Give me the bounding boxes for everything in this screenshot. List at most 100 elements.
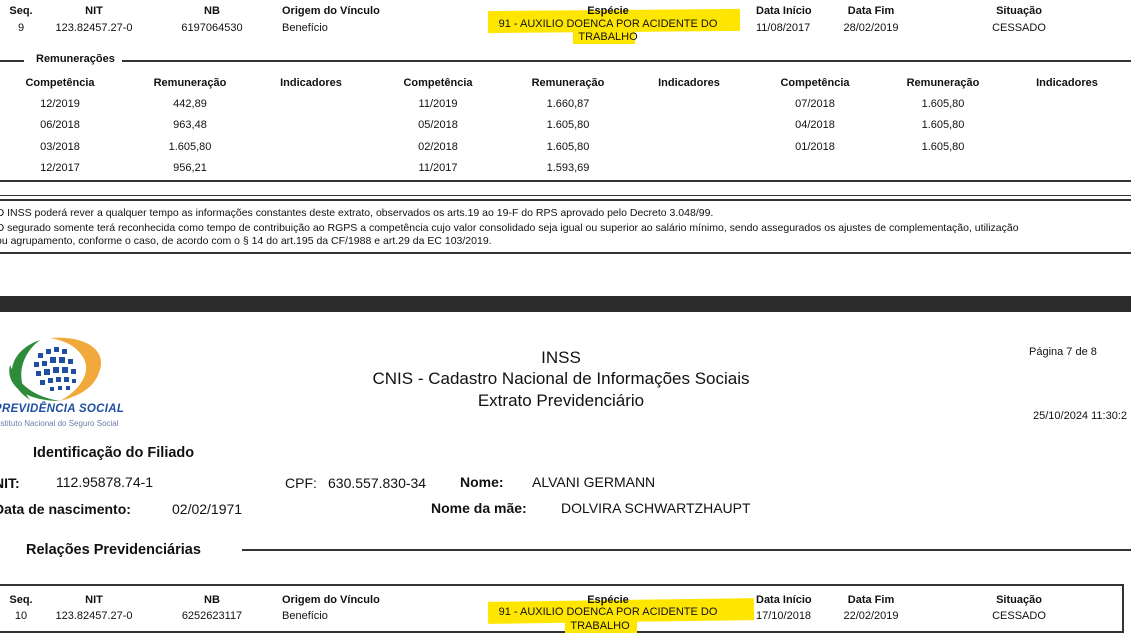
header-data-fim: Data Fim (847, 5, 895, 17)
note-1: O INSS poderá rever a qualquer tempo as … (0, 207, 714, 219)
header-data-inicio: Data Início (756, 594, 812, 606)
header-nb: NB (204, 594, 220, 606)
table-cell: 442,89 (173, 98, 207, 110)
table-cell: 01/2018 (795, 140, 835, 153)
table-cell: 06/2018 (40, 119, 80, 132)
nit-value: 123.82457.27-0 (55, 22, 133, 34)
column-header: Remuneração (153, 77, 227, 89)
table-cell: 07/2018 (795, 98, 835, 110)
column-header: Indicadores (658, 77, 720, 89)
table-cell: 04/2018 (795, 119, 835, 132)
column-header: Competência (403, 77, 473, 89)
nome-label: Nome: (460, 474, 504, 490)
table-cell: 1.605,80 (546, 119, 590, 132)
seq-value: 9 (17, 22, 25, 34)
column-header: Competência (780, 77, 850, 89)
nb-value: 6197064530 (181, 22, 243, 34)
header-seq: Seq. (9, 594, 33, 606)
header-especie: Espécie (587, 5, 629, 17)
header-situacao: Situação (996, 594, 1042, 606)
table-cell: 03/2018 (40, 140, 80, 153)
table-cell: 1.605,80 (921, 119, 965, 132)
cpf-label: CPF: (285, 475, 317, 491)
table-cell: 02/2018 (418, 140, 458, 153)
seq-value: 10 (14, 610, 28, 622)
header-nit: NIT (85, 594, 103, 606)
table-cell: 11/2019 (418, 98, 458, 110)
situacao-value: CESSADO (992, 22, 1046, 34)
header-seq: Seq. (9, 5, 33, 17)
mae-value: DOLVIRA SCHWARTZHAUPT (561, 500, 751, 516)
data-inicio-value: 11/08/2017 (756, 22, 811, 34)
notes-box (0, 199, 1131, 254)
especie-value-line1: 91 - AUXILIO DOENCA POR ACIDENTE DO (498, 606, 718, 618)
divider (122, 60, 1131, 62)
nome-value: ALVANI GERMANN (532, 474, 656, 490)
logo-emblem-icon (9, 337, 102, 401)
mae-label: Nome da mãe: (431, 500, 527, 516)
table-cell: 963,48 (173, 119, 207, 132)
nb-value: 6252623117 (181, 610, 243, 622)
header-title-inss: INSS (541, 348, 581, 367)
data-fim-value: 22/02/2019 (843, 610, 899, 622)
situacao-value: CESSADO (992, 610, 1046, 622)
record-box-10 (0, 584, 1124, 633)
header-origem: Origem do Vínculo (282, 5, 380, 17)
table-cell: 1.605,80 (921, 98, 965, 110)
generated-datetime: 25/10/2024 11:30:2 (1033, 410, 1127, 422)
logo-text: PREVIDÊNCIA SOCIAL (0, 403, 125, 415)
filiado-section-title: Identificação do Filiado (33, 445, 195, 461)
nascimento-value: 02/02/1971 (172, 501, 243, 517)
header-data-inicio: Data Início (756, 5, 812, 17)
header-title-cnis: CNIS - Cadastro Nacional de Informações … (372, 369, 750, 388)
column-header: Remuneração (531, 77, 605, 89)
table-cell: 1.605,80 (546, 140, 590, 153)
column-header: Competência (25, 77, 95, 89)
nit-label: NIT: (0, 475, 20, 491)
column-header: Indicadores (1036, 77, 1098, 89)
table-cell: 1.593,69 (546, 161, 590, 174)
cpf-value: 630.557.830-34 (328, 475, 427, 491)
especie-value-line2: TRABALHO (570, 620, 630, 632)
nascimento-label: Data de nascimento: (0, 501, 131, 517)
note-3: ou agrupamento, conforme o caso, de acor… (0, 235, 492, 247)
highlight (565, 619, 637, 633)
especie-value-line2: TRABALHO (578, 31, 638, 43)
page-number: Página 7 de 8 (1029, 346, 1097, 358)
table-cell: 1.605,80 (168, 140, 212, 153)
record-box-9 (0, 0, 1131, 182)
table-cell: 1.660,87 (546, 98, 590, 110)
logo-subtext: Instituto Nacional do Seguro Social (0, 419, 119, 428)
header-title-extrato: Extrato Previdenciário (477, 391, 645, 410)
header-situacao: Situação (996, 5, 1042, 17)
table-cell: 05/2018 (418, 119, 458, 132)
table-cell: 956,21 (173, 161, 207, 174)
nit-value: 123.82457.27-0 (55, 610, 133, 622)
header-data-fim: Data Fim (847, 594, 895, 606)
data-fim-value: 28/02/2019 (843, 22, 899, 34)
divider (0, 60, 24, 62)
page-separator (0, 296, 1131, 312)
note-2: O segurado somente terá reconhecida como… (0, 222, 1019, 234)
highlight (573, 30, 635, 44)
column-header: Indicadores (280, 77, 342, 89)
origem-value: Benefício (282, 22, 328, 34)
table-cell: 1.605,80 (921, 140, 965, 153)
table-cell: 12/2019 (40, 98, 80, 110)
divider (242, 549, 1131, 551)
table-cell: 11/2017 (418, 161, 458, 174)
previdencia-logo: PREVIDÊNCIA SOCIAL Instituto Nacional do… (0, 335, 130, 435)
relacoes-title: Relações Previdenciárias (26, 542, 201, 558)
column-header: Remuneração (906, 77, 980, 89)
nit-value: 112.95878.74-1 (56, 474, 154, 490)
divider (0, 195, 1131, 196)
header-nb: NB (204, 5, 220, 17)
header-nit: NIT (85, 5, 103, 17)
header-origem: Origem do Vínculo (282, 594, 380, 606)
table-cell: 12/2017 (40, 161, 80, 174)
header-especie: Espécie (587, 594, 629, 606)
remuneracoes-title: Remunerações (36, 53, 115, 65)
data-inicio-value: 17/10/2018 (756, 610, 812, 622)
especie-value-line1: 91 - AUXILIO DOENCA POR ACIDENTE DO (498, 18, 718, 30)
origem-value: Benefício (282, 610, 328, 622)
